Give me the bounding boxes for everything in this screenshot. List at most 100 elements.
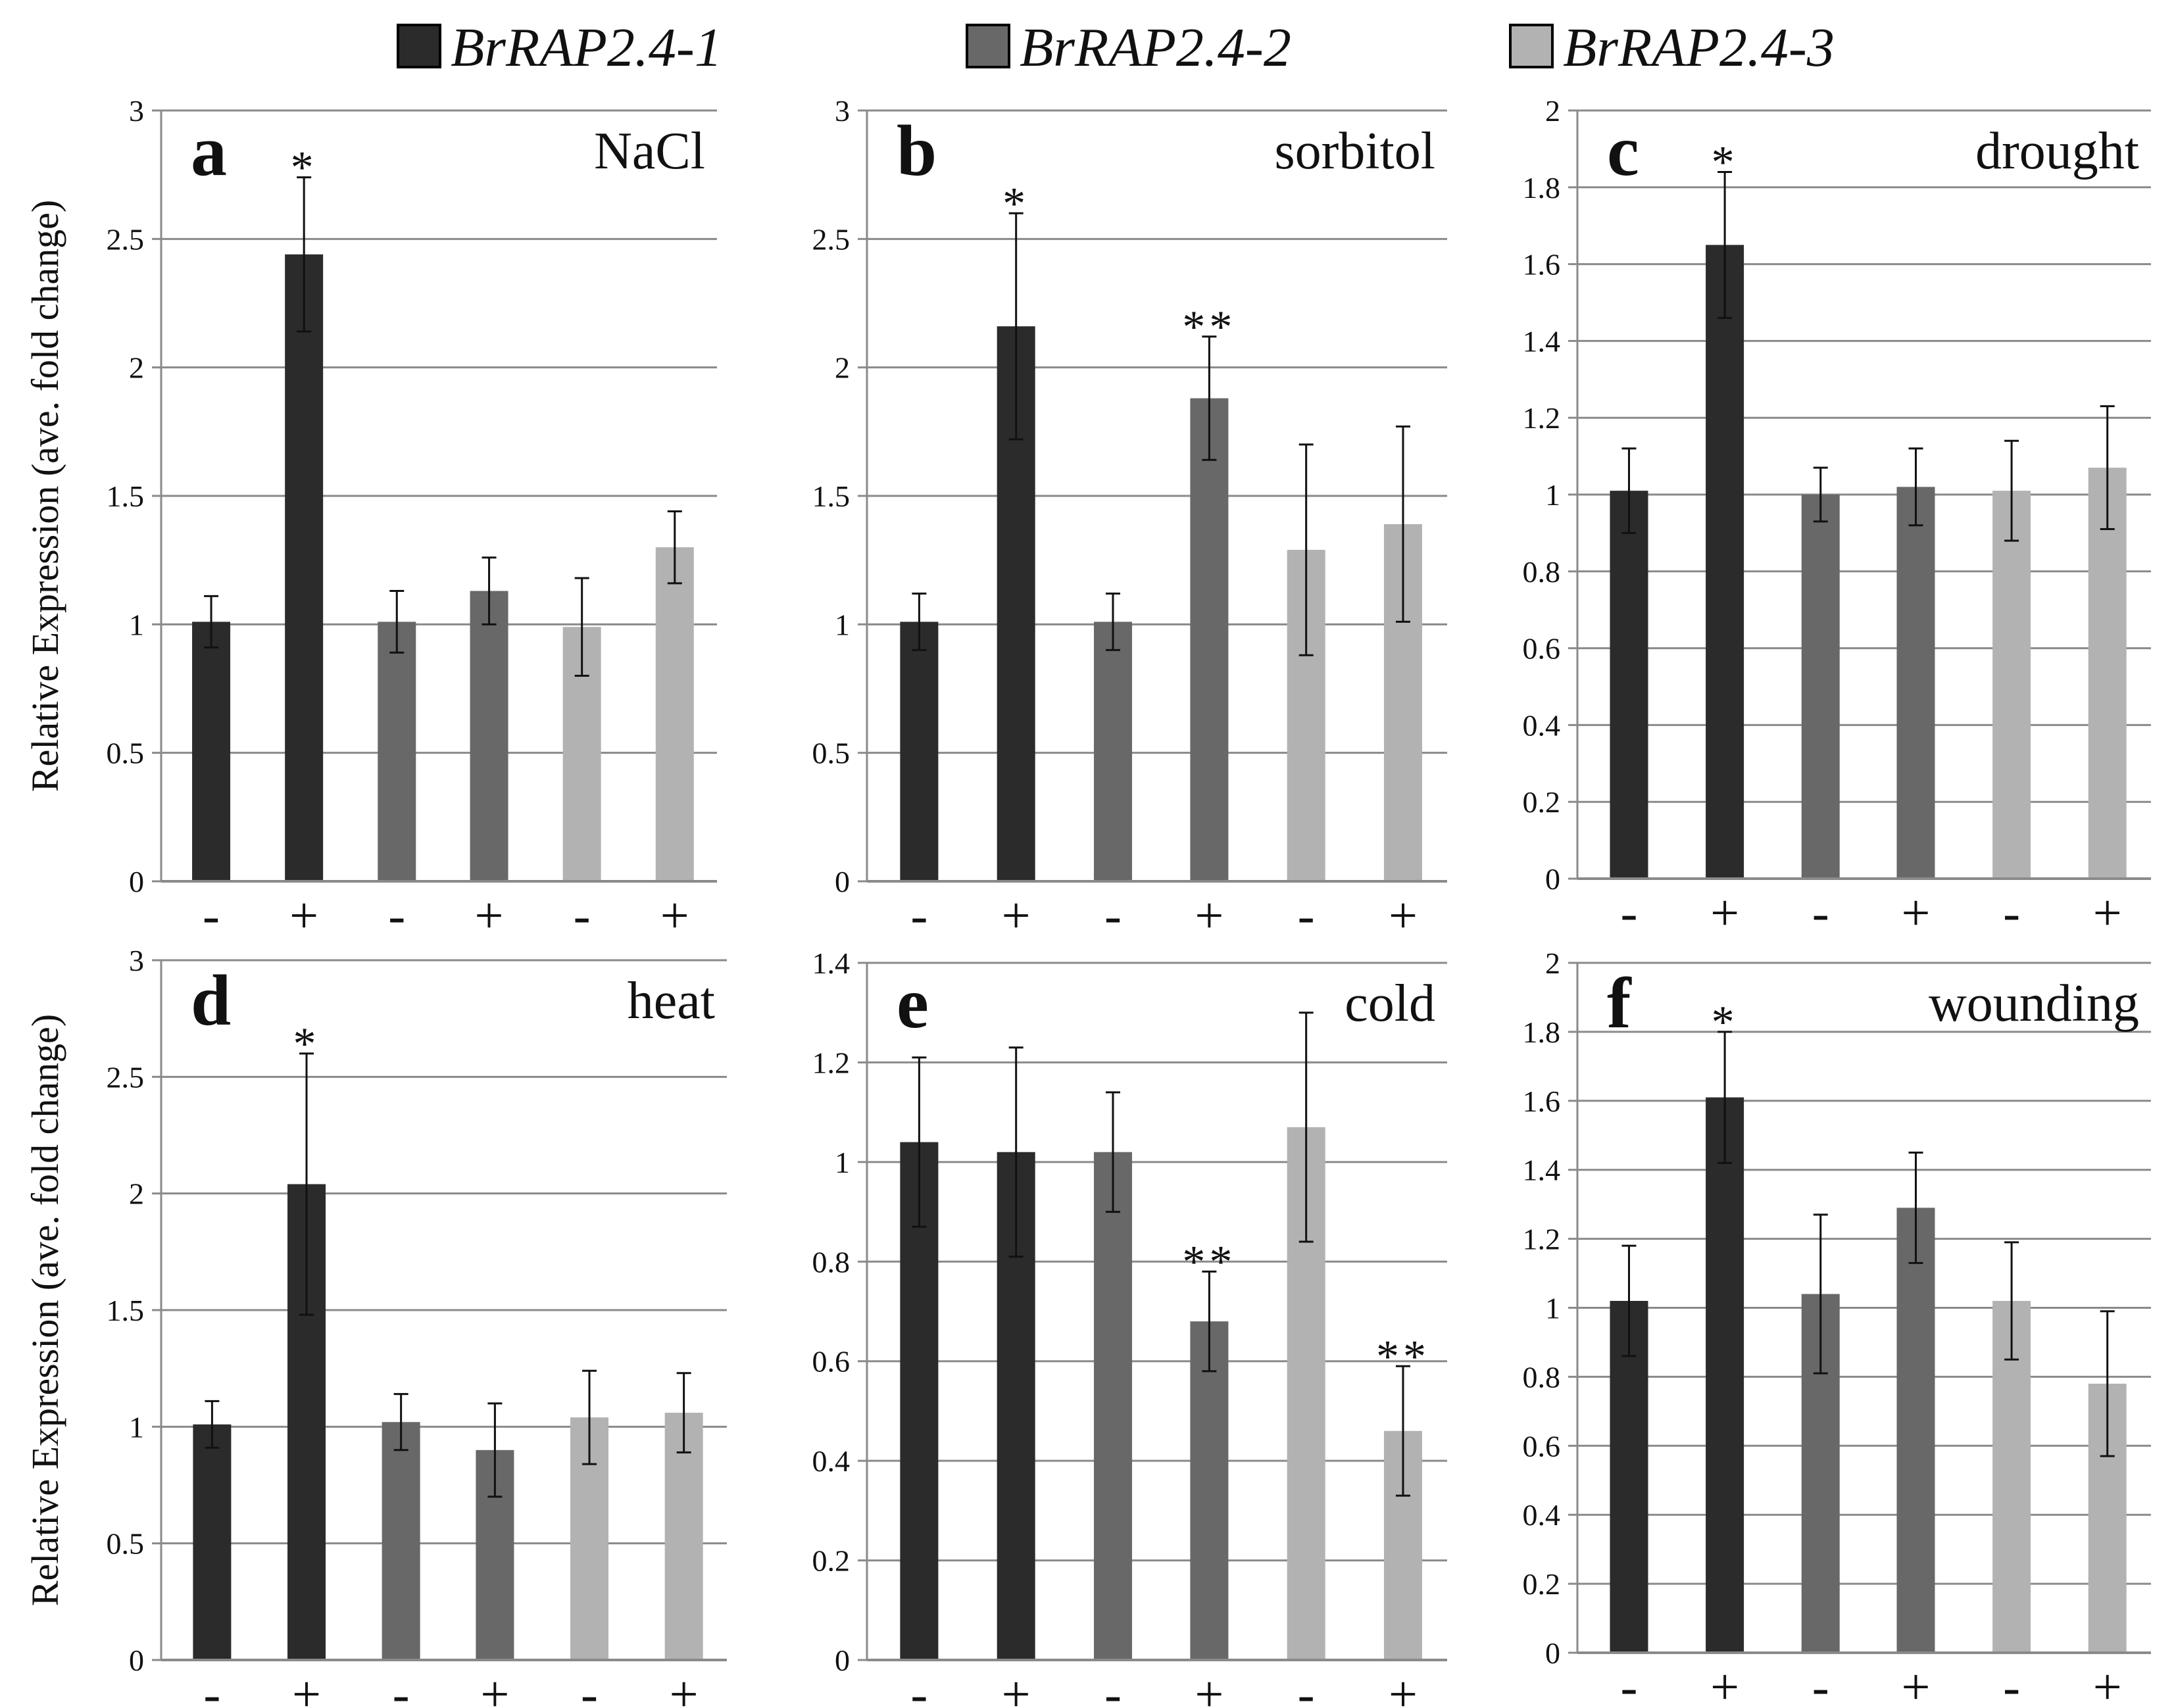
x-tick-label-a-4: + xyxy=(475,887,504,944)
x-tick-label-b-2: + xyxy=(1002,887,1031,944)
y-tick-label-a: 1.5 xyxy=(107,479,145,513)
x-tick-label-c-2: + xyxy=(1710,884,1739,941)
error-bar-b-5 xyxy=(1298,443,1314,656)
y-axis-labels: Relative Expression (ave. fold change) Re… xyxy=(24,200,66,1606)
y-tick-label-c: 0.4 xyxy=(1523,708,1561,742)
y-tick-label-f: 0.6 xyxy=(1523,1429,1561,1463)
panel-title-e: cold xyxy=(1345,975,1435,1033)
y-tick-label-e: 1.4 xyxy=(812,946,851,980)
legend-swatch-1 xyxy=(397,24,441,68)
bar-a-1 xyxy=(192,622,231,881)
error-bar-a-5 xyxy=(574,577,589,677)
y-tick-label-f: 0.8 xyxy=(1523,1360,1561,1394)
x-tick-label-f-6: + xyxy=(2093,1658,2122,1708)
y-tick-label-d: 2.5 xyxy=(107,1060,145,1094)
error-bar-a-4 xyxy=(482,556,497,625)
error-bar-d-5 xyxy=(582,1369,597,1465)
y-tick-label-c: 0.6 xyxy=(1523,632,1561,666)
y-tick-label-d: 0.5 xyxy=(107,1527,145,1561)
error-bar-b-3 xyxy=(1105,592,1120,651)
significance-mark-c-2: * xyxy=(1712,137,1739,187)
y-tick-label-a: 0.5 xyxy=(107,737,145,770)
error-bar-b-2 xyxy=(1008,212,1024,441)
panel-letter-c: c xyxy=(1607,110,1639,191)
y-tick-label-f: 0 xyxy=(1545,1636,1560,1670)
y-tick-label-d: 0 xyxy=(129,1644,144,1677)
error-bar-a-2 xyxy=(297,176,312,333)
y-tick-label-f: 2 xyxy=(1545,946,1560,980)
bar-f-4 xyxy=(1896,1208,1935,1653)
error-bar-c-4 xyxy=(1908,447,1923,527)
y-tick-label-f: 1.2 xyxy=(1523,1223,1561,1256)
y-tick-label-f: 0.4 xyxy=(1523,1498,1561,1532)
y-tick-label-a: 0 xyxy=(129,865,144,898)
significance-mark-d-2: * xyxy=(293,1019,320,1069)
significance-mark-f-2: * xyxy=(1712,997,1739,1048)
y-tick-label-f: 1.4 xyxy=(1523,1154,1561,1187)
y-tick-label-d: 2 xyxy=(129,1177,144,1211)
x-tick-label-a-3: - xyxy=(388,887,405,944)
bar-d-3 xyxy=(382,1422,420,1660)
bar-b-3 xyxy=(1093,622,1132,881)
error-bar-d-2 xyxy=(299,1052,314,1316)
x-tick-label-e-1: - xyxy=(910,1665,927,1708)
y-tick-label-b: 0.5 xyxy=(812,737,851,770)
panel-e: 0 0.2 0.4 0.6 0.8 1 1.2 1.4 - + - ** + - ** + e cold xyxy=(812,946,1447,1708)
error-bar-f-3 xyxy=(1813,1213,1828,1375)
error-bar-c-6 xyxy=(2100,405,2115,531)
y-tick-label-b: 2.5 xyxy=(812,222,851,256)
x-tick-label-d-1: - xyxy=(203,1665,220,1708)
error-bar-d-6 xyxy=(676,1372,691,1453)
x-tick-label-f-1: - xyxy=(1620,1658,1637,1708)
panel-c: 0 0.2 0.4 0.6 0.8 1 1.2 1.4 1.6 1.8 2 - * + - + - + c droug… xyxy=(1523,94,2151,941)
x-tick-label-c-6: + xyxy=(2093,884,2122,941)
x-tick-label-b-3: - xyxy=(1104,887,1122,944)
x-tick-label-d-6: + xyxy=(670,1665,699,1708)
panel-letter-b: b xyxy=(897,110,937,191)
y-tick-label-c: 1 xyxy=(1545,478,1560,512)
error-bar-f-1 xyxy=(1621,1244,1637,1357)
error-bar-e-5 xyxy=(1298,1012,1314,1243)
x-tick-label-e-6: + xyxy=(1389,1665,1418,1708)
x-tick-label-c-5: - xyxy=(2003,884,2020,941)
bar-e-3 xyxy=(1093,1152,1132,1660)
panel-title-c: drought xyxy=(1975,122,2139,180)
x-tick-label-e-5: - xyxy=(1298,1665,1315,1708)
y-tick-label-f: 1.6 xyxy=(1523,1085,1561,1118)
error-bar-a-6 xyxy=(667,510,682,585)
panel-letter-f: f xyxy=(1607,963,1632,1043)
y-tick-label-e: 0.2 xyxy=(812,1544,851,1578)
x-tick-label-e-2: + xyxy=(1002,1665,1031,1708)
error-bar-c-1 xyxy=(1621,447,1637,534)
panels: 0 0.5 1 1.5 2 2.5 3 - * + - + - + a NaCl 0 0.5 1 1.5 2 2.5 3 - *… xyxy=(107,94,2151,1708)
bar-a-4 xyxy=(470,591,508,881)
panel-title-a: NaCl xyxy=(594,122,705,180)
y-tick-label-e: 0.8 xyxy=(812,1245,851,1279)
y-tick-label-d: 3 xyxy=(129,944,144,977)
bar-f-2 xyxy=(1706,1097,1744,1653)
error-bar-b-4 xyxy=(1202,335,1217,461)
significance-mark-e-4: ** xyxy=(1182,1236,1236,1287)
significance-mark-b-2: * xyxy=(1002,178,1029,229)
error-bar-d-3 xyxy=(393,1393,408,1452)
y-tick-label-b: 1.5 xyxy=(812,479,851,513)
error-bar-f-5 xyxy=(2004,1241,2019,1361)
x-tick-label-c-1: - xyxy=(1620,884,1637,941)
y-tick-label-c: 1.4 xyxy=(1523,324,1561,358)
legend-label-2: BrRAP2.4-2 xyxy=(1020,17,1291,78)
legend-swatch-2 xyxy=(966,24,1010,68)
panel-a: 0 0.5 1 1.5 2 2.5 3 - * + - + - + a NaCl xyxy=(107,94,717,944)
error-bar-c-3 xyxy=(1813,466,1828,523)
error-bar-d-4 xyxy=(487,1402,503,1498)
x-tick-label-d-4: + xyxy=(480,1665,509,1708)
bar-d-1 xyxy=(193,1424,232,1660)
error-bar-e-1 xyxy=(912,1056,927,1228)
legend: BrRAP2.4-1 BrRAP2.4-2 BrRAP2.4-3 xyxy=(397,17,1835,78)
bar-a-6 xyxy=(655,547,694,881)
y-tick-label-e: 0 xyxy=(835,1644,850,1677)
bar-a-2 xyxy=(285,254,324,882)
y-tick-label-c: 1.8 xyxy=(1523,171,1561,205)
x-tick-label-b-5: - xyxy=(1298,887,1315,944)
y-tick-label-c: 0 xyxy=(1545,862,1560,896)
